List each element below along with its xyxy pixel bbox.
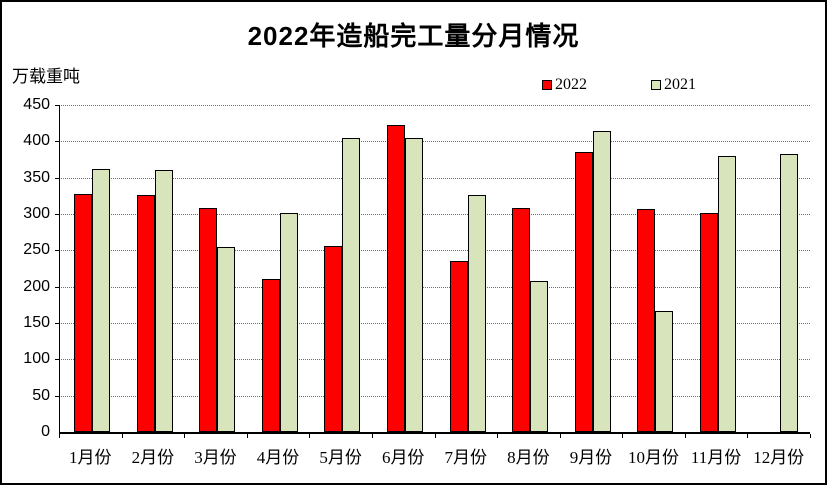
gridline-400 xyxy=(59,141,810,143)
y-axis-tick-400 xyxy=(55,141,59,143)
x-tick-label-10月份: 10月份 xyxy=(628,448,680,467)
y-tick-label-450: 450 xyxy=(23,96,50,113)
bar-2022-5月份 xyxy=(324,245,343,432)
chart-legend: 2022 2021 xyxy=(542,76,696,94)
x-axis-line xyxy=(59,432,810,434)
y-axis-tick-300 xyxy=(55,214,59,215)
x-tick-label-12月份: 12月份 xyxy=(753,448,805,467)
gridline-200 xyxy=(59,286,810,288)
x-tick-label-1月份: 1月份 xyxy=(69,448,112,467)
x-tick-label-3月份: 3月份 xyxy=(194,448,237,467)
bar-2022-1月份 xyxy=(74,194,92,432)
x-tick-label-5月份: 5月份 xyxy=(319,448,362,467)
x-tick-label-9月份: 9月份 xyxy=(569,448,613,467)
bar-2021-10月份 xyxy=(655,311,674,432)
bar-2021-8月份 xyxy=(530,280,549,432)
x-tick-label-8月份: 8月份 xyxy=(507,448,550,467)
y-axis-unit-label: 万载重吨 xyxy=(12,67,80,86)
y-axis-tick-250 xyxy=(55,250,59,252)
x-tick-label-7月份: 7月份 xyxy=(444,448,488,467)
x-axis-tick-3 xyxy=(246,434,248,438)
y-axis-tick-100 xyxy=(55,359,59,361)
x-axis-tick-10 xyxy=(684,434,686,438)
x-axis-tick-11 xyxy=(747,434,749,438)
x-axis-tick-2 xyxy=(184,434,186,438)
bar-2021-3月份 xyxy=(217,246,236,432)
legend-label-2022: 2022 xyxy=(555,76,587,93)
bar-2021-2月份 xyxy=(154,169,173,432)
y-axis-tick-200 xyxy=(55,286,59,288)
chart-title: 2022年造船完工量分月情况 xyxy=(247,21,580,51)
y-tick-label-50: 50 xyxy=(32,386,50,404)
y-axis-line xyxy=(59,105,60,432)
y-tick-label-150: 150 xyxy=(23,314,50,331)
gridline-450 xyxy=(59,105,810,106)
y-tick-label-0: 0 xyxy=(41,423,50,440)
gridline-100 xyxy=(59,359,810,361)
legend-label-2021: 2021 xyxy=(664,76,696,93)
x-tick-label-11月份: 11月份 xyxy=(690,448,742,467)
gridline-250 xyxy=(59,250,810,252)
bar-2021-4月份 xyxy=(279,213,298,432)
legend-item-2022: 2022 xyxy=(542,76,587,94)
gridline-150 xyxy=(59,323,810,324)
x-axis-tick-0 xyxy=(59,434,60,438)
x-tick-label-6月份: 6月份 xyxy=(381,448,425,467)
bar-2021-11月份 xyxy=(717,155,736,432)
x-tick-label-2月份: 2月份 xyxy=(131,448,175,467)
y-axis-tick-350 xyxy=(55,177,59,179)
bar-2021-6月份 xyxy=(404,137,423,432)
gridline-50 xyxy=(59,395,810,397)
gridline-350 xyxy=(59,177,810,179)
y-axis-tick-50 xyxy=(55,395,59,397)
legend-item-2021: 2021 xyxy=(651,76,696,94)
y-tick-label-350: 350 xyxy=(23,168,50,186)
y-tick-label-250: 250 xyxy=(23,241,50,259)
bar-2022-3月份 xyxy=(199,208,218,432)
bar-2022-2月份 xyxy=(136,195,155,432)
x-axis-tick-5 xyxy=(371,434,373,438)
bar-2021-9月份 xyxy=(592,131,611,432)
bar-2021-7月份 xyxy=(467,195,486,432)
x-axis-tick-7 xyxy=(497,434,499,438)
x-axis-tick-1 xyxy=(121,434,123,438)
bar-2022-10月份 xyxy=(637,208,656,432)
y-tick-label-300: 300 xyxy=(23,205,50,222)
bar-2022-11月份 xyxy=(699,212,718,432)
x-axis-tick-4 xyxy=(309,434,311,438)
x-axis-tick-8 xyxy=(559,434,561,438)
bar-2021-12月份 xyxy=(780,154,799,432)
legend-swatch-2022-icon xyxy=(542,80,552,90)
x-axis-tick-12 xyxy=(810,434,811,438)
bar-2022-8月份 xyxy=(512,208,531,432)
y-tick-label-100: 100 xyxy=(23,350,50,368)
y-tick-label-200: 200 xyxy=(23,277,50,295)
y-tick-label-400: 400 xyxy=(23,132,50,150)
bar-2022-9月份 xyxy=(574,151,593,432)
bar-2022-4月份 xyxy=(261,279,280,432)
legend-swatch-2021-icon xyxy=(651,80,661,90)
x-axis-tick-9 xyxy=(622,434,624,438)
x-tick-label-4月份: 4月份 xyxy=(256,448,300,467)
bar-2022-6月份 xyxy=(386,125,405,432)
bar-2022-7月份 xyxy=(449,261,468,432)
bar-2021-1月份 xyxy=(92,168,110,432)
y-axis-tick-450 xyxy=(55,105,59,106)
x-axis-tick-6 xyxy=(434,434,436,438)
bar-2021-5月份 xyxy=(342,137,361,432)
y-axis-tick-150 xyxy=(55,323,59,324)
gridline-300 xyxy=(59,214,810,215)
